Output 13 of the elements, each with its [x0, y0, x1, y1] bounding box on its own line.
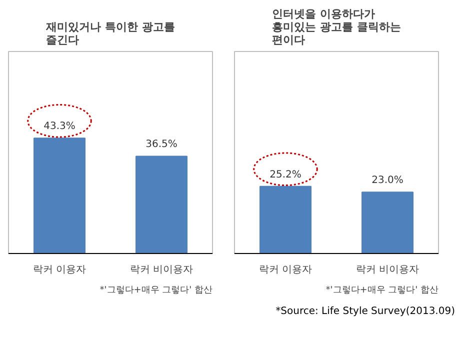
x-tick-label: 락커 이용자	[258, 264, 312, 276]
x-tick-label: 락커 이용자	[32, 264, 86, 276]
text: *'그렇다+매우 그렇다' 합산	[326, 286, 439, 296]
data-label: 23.0%	[372, 175, 404, 186]
text: *Source: Life Style Survey(2013.09)	[276, 305, 455, 319]
data-label: 43.3%	[44, 121, 76, 132]
data-label: 25.2%	[270, 169, 302, 180]
x-tick-label: 락커 비이용자	[130, 264, 194, 276]
x-tick-label: 락커 비이용자	[356, 264, 420, 276]
text: *'그렇다+매우 그렇다' 합산	[100, 286, 213, 296]
chart-title: 인터넷을 이용하다가 흥미있는 광고를 클릭하는 편이다	[272, 8, 401, 46]
chart-title: 재미있거나 특이한 광고를 즐긴다	[45, 20, 175, 46]
data-label: 36.5%	[146, 139, 178, 150]
